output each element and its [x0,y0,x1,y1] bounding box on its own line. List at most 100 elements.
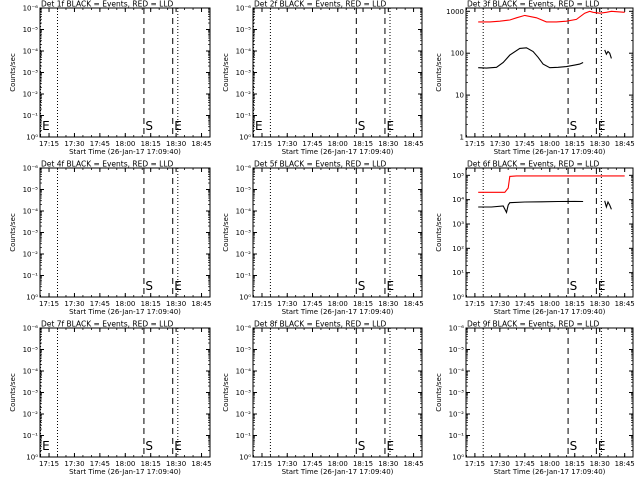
data-series-line [478,200,584,214]
x-tick-label: 17:15 [465,140,485,148]
y-axis-label: Counts/sec [435,213,443,252]
event-marker-label: E [255,119,263,133]
x-tick-label: 17:15 [465,460,485,468]
event-marker-label: S [570,119,578,133]
plot-frame [39,327,211,458]
x-tick-label: 17:45 [302,140,322,148]
y-tick-label: 10⁻² [236,91,252,99]
y-axis-label: Counts/sec [435,373,443,412]
chart-title: Det 8f BLACK = Events, RED = LLD [254,320,387,329]
x-tick-label: 18:00 [540,460,560,468]
y-tick-label: 10⁰ [239,294,251,302]
event-marker-label: S [145,119,153,133]
x-tick-label: 17:45 [515,140,535,148]
x-axis-label: Start Time (26-Jan-17 17:09:40) [69,148,181,156]
x-tick-label: 17:15 [252,300,272,308]
x-tick-label: 18:15 [565,300,585,308]
plot-frame [465,327,634,458]
y-tick-label: 10² [452,245,464,253]
data-series-line [604,49,612,59]
y-tick-label: 10⁻¹ [23,272,39,280]
x-tick-label: 17:30 [64,460,84,468]
x-tick-label: 17:30 [490,140,510,148]
x-tick-label: 18:45 [615,140,635,148]
x-axis-label: Start Time (26-Jan-17 17:09:40) [69,308,181,316]
y-tick-label: 10⁻² [449,411,465,419]
y-tick-label: 10⁻⁶ [236,5,252,13]
event-marker-label: E [42,439,50,453]
y-tick-label: 10⁻⁶ [236,165,252,173]
x-tick-label: 18:30 [378,300,398,308]
x-tick-label: 17:15 [39,140,59,148]
x-tick-label: 18:30 [378,140,398,148]
plot-frame [465,167,634,298]
y-tick-label: 10⁻¹ [449,432,465,440]
chart-panel-8: Det 8f BLACK = Events, RED = LLD 17:15 17:… [222,320,424,477]
plot-frame [39,167,211,298]
x-tick-label: 18:15 [141,140,161,148]
x-tick-label: 18:45 [615,460,635,468]
chart-title: Det 9f BLACK = Events, RED = LLD [467,320,600,329]
chart-title: Det 2f BLACK = Events, RED = LLD [254,0,387,9]
x-tick-label: 17:15 [252,460,272,468]
x-tick-label: 18:45 [403,460,423,468]
x-tick-label: 17:30 [64,140,84,148]
x-tick-label: 18:00 [540,140,560,148]
y-tick-label: 10⁻² [23,411,39,419]
y-tick-label: 10⁻⁶ [449,325,465,333]
y-tick-label: 10⁻³ [23,229,39,237]
x-tick-label: 18:30 [166,300,186,308]
y-tick-label: 10⁻³ [23,389,39,397]
x-tick-label: 18:45 [191,140,211,148]
x-tick-label: 18:15 [565,460,585,468]
y-tick-label: 10⁰ [26,454,38,462]
x-tick-label: 18:30 [590,300,610,308]
y-tick-label: 10⁻¹ [236,272,252,280]
y-tick-label: 10⁻³ [236,69,252,77]
event-marker-label: S [358,119,366,133]
y-tick-label: 10⁻³ [23,69,39,77]
plot-frame [252,327,423,458]
plot-frame [465,7,634,138]
x-tick-label: 17:30 [64,300,84,308]
x-tick-label: 18:00 [328,300,348,308]
y-tick-label: 10⁻¹ [236,112,252,120]
x-tick-label: 17:30 [277,300,297,308]
chart-panel-1: Det 1f BLACK = Events, RED = LLD 17:15 17:… [9,0,212,156]
event-marker-label: S [145,439,153,453]
y-tick-label: 10⁻² [236,411,252,419]
y-tick-label: 10⁻⁶ [23,325,39,333]
x-tick-label: 18:15 [353,300,373,308]
x-tick-label: 17:15 [252,140,272,148]
y-tick-label: 10⁻² [23,251,39,259]
x-axis-label: Start Time (26-Jan-17 17:09:40) [282,148,394,156]
x-tick-label: 17:15 [39,460,59,468]
x-tick-label: 18:30 [166,460,186,468]
y-tick-label: 1000 [446,8,464,16]
x-tick-label: 18:00 [115,140,135,148]
y-axis-label: Counts/sec [435,53,443,92]
x-tick-label: 18:30 [590,460,610,468]
x-axis-label: Start Time (26-Jan-17 17:09:40) [494,468,606,476]
y-axis-label: Counts/sec [222,373,230,412]
y-tick-label: 10¹ [452,269,464,277]
data-series-line [478,47,584,69]
event-marker-label: E [42,119,50,133]
x-tick-label: 17:45 [515,300,535,308]
data-series-line [478,175,625,193]
y-tick-label: 10⁻⁵ [236,186,252,194]
y-axis-label: Counts/sec [9,53,17,92]
x-tick-label: 17:30 [490,300,510,308]
x-tick-label: 17:45 [90,140,110,148]
chart-panel-3: Det 3f BLACK = Events, RED = LLD 17:15 17:… [435,0,635,156]
x-tick-label: 17:45 [302,300,322,308]
y-axis-label: Counts/sec [222,213,230,252]
y-tick-label: 1 [460,134,464,142]
y-tick-label: 10⁻⁴ [236,48,252,56]
y-tick-label: 10⁻³ [236,229,252,237]
x-tick-label: 18:15 [353,460,373,468]
y-tick-label: 10⁰ [452,454,464,462]
chart-title: Det 3f BLACK = Events, RED = LLD [467,0,600,9]
event-marker-label: S [145,279,153,293]
